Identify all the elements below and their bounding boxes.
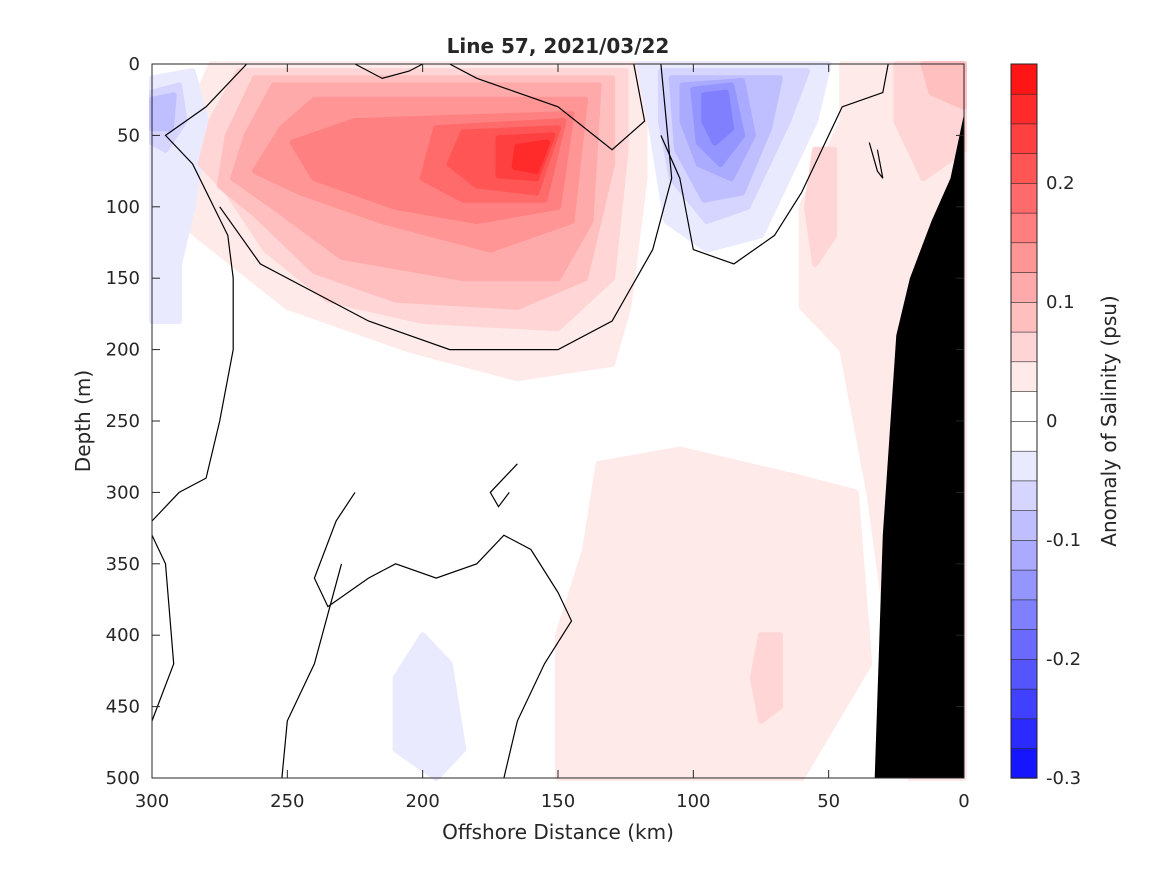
colorbar-tick-label: 0.2 <box>1046 173 1075 194</box>
x-tick-label: 250 <box>270 791 304 812</box>
salinity-anomaly-positive-region <box>749 632 783 724</box>
x-tick-label: 100 <box>676 791 710 812</box>
y-tick-label: 100 <box>106 197 140 218</box>
colorbar-band <box>1010 63 1038 95</box>
colorbar-band <box>1010 242 1038 273</box>
salinity-anomaly-positive-region <box>511 139 551 175</box>
colorbar-band <box>1010 123 1038 155</box>
x-tick-label: 0 <box>958 791 969 812</box>
y-tick-label: 500 <box>106 768 140 789</box>
y-tick-label: 450 <box>106 697 140 718</box>
y-tick-label: 300 <box>106 482 140 503</box>
colorbar-band <box>1010 569 1038 601</box>
y-tick-label: 0 <box>129 54 140 75</box>
zero-contour-lines <box>151 63 889 779</box>
zero-contour-line <box>219 63 673 351</box>
colorbar-tick-label: 0 <box>1046 411 1057 432</box>
contour-fills <box>149 61 967 781</box>
y-axis-label: Depth (m) <box>71 370 95 472</box>
zero-contour-line <box>660 63 889 265</box>
colorbar-label: Anomaly of Salinity (psu) <box>1097 295 1121 546</box>
colorbar-tick-label: 0.1 <box>1046 292 1075 313</box>
y-axis-ticks: 0 50 100 150 200 250 300 350 400 450 500 <box>106 54 964 789</box>
colorbar-band <box>1010 539 1038 571</box>
colorbar-band <box>1010 212 1038 244</box>
y-tick-label: 400 <box>106 625 140 646</box>
colorbar-band <box>1010 450 1038 482</box>
x-tick-label: 150 <box>541 791 575 812</box>
x-tick-label: 300 <box>135 791 169 812</box>
land-mask <box>874 114 964 778</box>
y-tick-label: 250 <box>106 411 140 432</box>
colorbar-band <box>1010 480 1038 511</box>
y-tick-label: 150 <box>106 268 140 289</box>
chart-title: Line 57, 2021/03/22 <box>447 34 670 58</box>
colorbar-band <box>1010 271 1038 303</box>
colorbar-band <box>1010 331 1038 363</box>
y-tick-label: 200 <box>106 340 140 361</box>
colorbar-band <box>1010 509 1038 541</box>
salinity-anomaly-positive-region <box>555 446 873 781</box>
colorbar-tick-label: -0.3 <box>1046 768 1081 789</box>
zero-contour-line <box>449 63 646 151</box>
colorbar-band <box>1010 182 1038 214</box>
colorbar-band <box>1010 688 1038 720</box>
colorbar-frame <box>1010 63 1038 779</box>
zero-contour-line <box>151 63 248 522</box>
colorbar-ticks: 0.2 0.1 0 -0.1 -0.2 -0.3 <box>1046 173 1081 789</box>
salinity-anomaly-positive-region <box>804 146 838 267</box>
zero-contour-line <box>868 142 884 179</box>
zero-contour-line <box>489 463 518 508</box>
colorbar-band <box>1010 361 1038 392</box>
colorbar-band <box>1010 93 1038 125</box>
zero-contour-line <box>281 563 343 779</box>
x-axis-ticks: 300 250 200 150 100 50 0 <box>135 64 970 812</box>
zero-contour-line <box>151 534 175 722</box>
x-axis-label: Offshore Distance (km) <box>442 820 674 844</box>
x-tick-label: 200 <box>405 791 439 812</box>
salinity-anomaly-negative-region <box>701 89 735 146</box>
colorbar-band <box>1010 747 1038 779</box>
colorbar-band <box>1010 628 1038 660</box>
colorbar-band <box>1010 301 1038 333</box>
colorbar-tick-label: -0.1 <box>1046 530 1081 551</box>
colorbar-tick-label: -0.2 <box>1046 649 1081 670</box>
colorbar-band <box>1010 390 1038 422</box>
colorbar-band <box>1010 420 1038 452</box>
zero-contour-line <box>313 492 573 779</box>
y-tick-label: 350 <box>106 554 140 575</box>
colorbar-band <box>1010 599 1038 630</box>
colorbar <box>1010 63 1038 779</box>
colorbar-band <box>1010 153 1038 184</box>
y-tick-label: 50 <box>117 125 140 146</box>
salinity-anomaly-negative-region <box>149 92 177 132</box>
zero-contour-line <box>354 63 423 79</box>
colorbar-band <box>1010 658 1038 690</box>
x-tick-label: 50 <box>817 791 840 812</box>
colorbar-band <box>1010 718 1038 749</box>
